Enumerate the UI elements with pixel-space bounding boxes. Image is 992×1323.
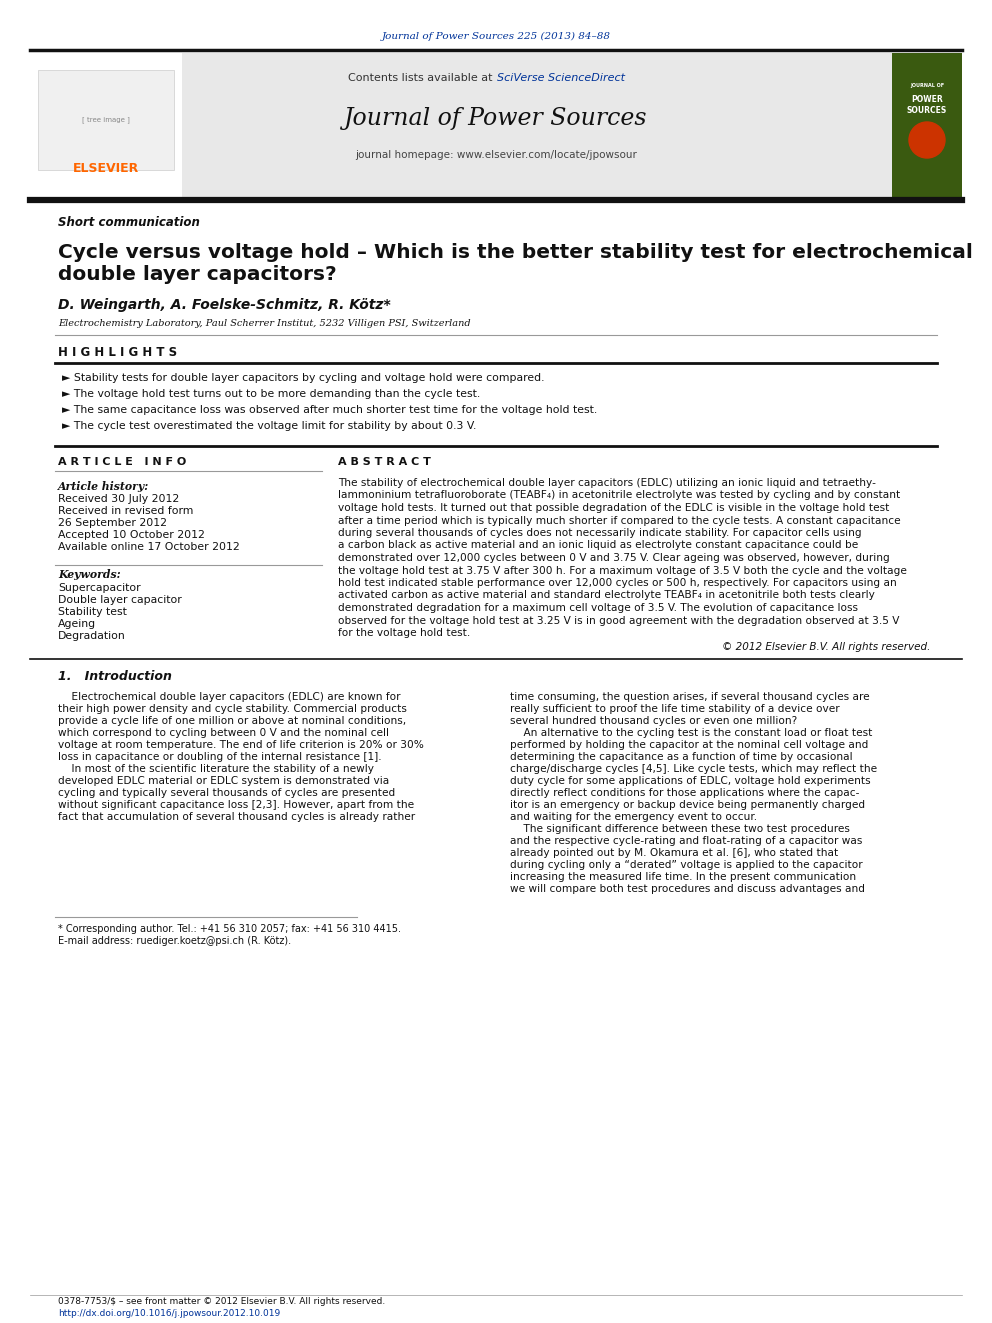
Text: H I G H L I G H T S: H I G H L I G H T S xyxy=(58,347,178,360)
Text: Double layer capacitor: Double layer capacitor xyxy=(58,595,182,605)
Text: increasing the measured life time. In the present communication: increasing the measured life time. In th… xyxy=(510,872,856,882)
Text: loss in capacitance or doubling of the internal resistance [1].: loss in capacitance or doubling of the i… xyxy=(58,753,382,762)
Text: ► The same capacitance loss was observed after much shorter test time for the vo: ► The same capacitance loss was observed… xyxy=(62,405,597,415)
Text: fact that accumulation of several thousand cycles is already rather: fact that accumulation of several thousa… xyxy=(58,812,415,823)
Text: The stability of electrochemical double layer capacitors (EDLC) utilizing an ion: The stability of electrochemical double … xyxy=(338,478,876,488)
Text: during cycling only a “derated” voltage is applied to the capacitor: during cycling only a “derated” voltage … xyxy=(510,860,863,871)
Text: [ tree image ]: [ tree image ] xyxy=(82,116,130,123)
Text: An alternative to the cycling test is the constant load or float test: An alternative to the cycling test is th… xyxy=(510,729,872,738)
Text: SciVerse ScienceDirect: SciVerse ScienceDirect xyxy=(497,73,625,83)
Text: Cycle versus voltage hold – Which is the better stability test for electrochemic: Cycle versus voltage hold – Which is the… xyxy=(58,242,973,262)
Text: Journal of Power Sources 225 (2013) 84–88: Journal of Power Sources 225 (2013) 84–8… xyxy=(382,32,610,41)
Text: for the voltage hold test.: for the voltage hold test. xyxy=(338,628,470,638)
Circle shape xyxy=(909,122,945,157)
Text: itor is an emergency or backup device being permanently charged: itor is an emergency or backup device be… xyxy=(510,800,865,811)
Text: E-mail address: ruediger.koetz@psi.ch (R. Kötz).: E-mail address: ruediger.koetz@psi.ch (R… xyxy=(58,937,291,946)
Text: their high power density and cycle stability. Commercial products: their high power density and cycle stabi… xyxy=(58,705,407,714)
Text: ► The voltage hold test turns out to be more demanding than the cycle test.: ► The voltage hold test turns out to be … xyxy=(62,389,480,400)
Text: activated carbon as active material and standard electrolyte TEABF₄ in acetonitr: activated carbon as active material and … xyxy=(338,590,875,601)
Bar xyxy=(892,53,962,198)
Text: Journal of Power Sources: Journal of Power Sources xyxy=(344,106,648,130)
Text: we will compare both test procedures and discuss advantages and: we will compare both test procedures and… xyxy=(510,885,865,894)
Text: double layer capacitors?: double layer capacitors? xyxy=(58,266,336,284)
Text: ► The cycle test overestimated the voltage limit for stability by about 0.3 V.: ► The cycle test overestimated the volta… xyxy=(62,421,476,431)
Text: ► Stability tests for double layer capacitors by cycling and voltage hold were c: ► Stability tests for double layer capac… xyxy=(62,373,545,382)
Text: POWER
SOURCES: POWER SOURCES xyxy=(907,95,947,115)
Text: determining the capacitance as a function of time by occasional: determining the capacitance as a functio… xyxy=(510,753,853,762)
Text: demonstrated degradation for a maximum cell voltage of 3.5 V. The evolution of c: demonstrated degradation for a maximum c… xyxy=(338,603,858,613)
Text: without significant capacitance loss [2,3]. However, apart from the: without significant capacitance loss [2,… xyxy=(58,800,414,811)
Text: JOURNAL OF: JOURNAL OF xyxy=(910,82,944,87)
Text: Article history:: Article history: xyxy=(58,480,149,492)
Text: A R T I C L E   I N F O: A R T I C L E I N F O xyxy=(58,456,186,467)
Text: Supercapacitor: Supercapacitor xyxy=(58,583,141,593)
Text: 0378-7753/$ – see front matter © 2012 Elsevier B.V. All rights reserved.: 0378-7753/$ – see front matter © 2012 El… xyxy=(58,1298,385,1307)
Text: A B S T R A C T: A B S T R A C T xyxy=(338,456,431,467)
Text: which correspond to cycling between 0 V and the nominal cell: which correspond to cycling between 0 V … xyxy=(58,729,389,738)
Text: In most of the scientific literature the stability of a newly: In most of the scientific literature the… xyxy=(58,765,374,774)
Text: Keywords:: Keywords: xyxy=(58,569,121,581)
Text: Received 30 July 2012: Received 30 July 2012 xyxy=(58,493,180,504)
Text: hold test indicated stable performance over 12,000 cycles or 500 h, respectively: hold test indicated stable performance o… xyxy=(338,578,897,587)
Text: The significant difference between these two test procedures: The significant difference between these… xyxy=(510,824,850,835)
Text: charge/discharge cycles [4,5]. Like cycle tests, which may reflect the: charge/discharge cycles [4,5]. Like cycl… xyxy=(510,765,877,774)
Text: Short communication: Short communication xyxy=(58,216,199,229)
Text: during several thousands of cycles does not necessarily indicate stability. For : during several thousands of cycles does … xyxy=(338,528,862,538)
Text: voltage hold tests. It turned out that possible degradation of the EDLC is visib: voltage hold tests. It turned out that p… xyxy=(338,503,890,513)
Text: the voltage hold test at 3.75 V after 300 h. For a maximum voltage of 3.5 V both: the voltage hold test at 3.75 V after 30… xyxy=(338,565,907,576)
Text: and waiting for the emergency event to occur.: and waiting for the emergency event to o… xyxy=(510,812,757,823)
Text: ELSEVIER: ELSEVIER xyxy=(72,161,139,175)
Text: really sufficient to proof the life time stability of a device over: really sufficient to proof the life time… xyxy=(510,705,839,714)
Text: performed by holding the capacitor at the nominal cell voltage and: performed by holding the capacitor at th… xyxy=(510,741,868,750)
Text: Contents lists available at: Contents lists available at xyxy=(348,73,496,83)
Text: Electrochemical double layer capacitors (EDLC) are known for: Electrochemical double layer capacitors … xyxy=(58,692,401,703)
Text: a carbon black as active material and an ionic liquid as electrolyte constant ca: a carbon black as active material and an… xyxy=(338,541,858,550)
Text: voltage at room temperature. The end of life criterion is 20% or 30%: voltage at room temperature. The end of … xyxy=(58,741,424,750)
Text: 1.   Introduction: 1. Introduction xyxy=(58,669,172,683)
Text: observed for the voltage hold test at 3.25 V is in good agreement with the degra: observed for the voltage hold test at 3.… xyxy=(338,615,900,626)
Text: Available online 17 October 2012: Available online 17 October 2012 xyxy=(58,542,240,552)
Text: © 2012 Elsevier B.V. All rights reserved.: © 2012 Elsevier B.V. All rights reserved… xyxy=(721,642,930,651)
Text: Degradation: Degradation xyxy=(58,631,126,642)
Text: journal homepage: www.elsevier.com/locate/jpowsour: journal homepage: www.elsevier.com/locat… xyxy=(355,149,637,160)
Text: Electrochemistry Laboratory, Paul Scherrer Institut, 5232 Villigen PSI, Switzerl: Electrochemistry Laboratory, Paul Scherr… xyxy=(58,319,470,328)
Text: Stability test: Stability test xyxy=(58,607,127,617)
Text: Accepted 10 October 2012: Accepted 10 October 2012 xyxy=(58,531,205,540)
Bar xyxy=(38,70,174,169)
Bar xyxy=(30,53,962,198)
Bar xyxy=(30,53,182,198)
Text: after a time period which is typically much shorter if compared to the cycle tes: after a time period which is typically m… xyxy=(338,516,901,525)
Text: already pointed out by M. Okamura et al. [6], who stated that: already pointed out by M. Okamura et al.… xyxy=(510,848,838,859)
Text: * Corresponding author. Tel.: +41 56 310 2057; fax: +41 56 310 4415.: * Corresponding author. Tel.: +41 56 310… xyxy=(58,925,401,934)
Text: lammoninium tetrafluoroborate (TEABF₄) in acetonitrile electrolyte was tested by: lammoninium tetrafluoroborate (TEABF₄) i… xyxy=(338,491,901,500)
Text: D. Weingarth, A. Foelske-Schmitz, R. Kötz*: D. Weingarth, A. Foelske-Schmitz, R. Köt… xyxy=(58,298,391,312)
Text: Received in revised form: Received in revised form xyxy=(58,505,193,516)
Text: several hundred thousand cycles or even one million?: several hundred thousand cycles or even … xyxy=(510,717,798,726)
Text: provide a cycle life of one million or above at nominal conditions,: provide a cycle life of one million or a… xyxy=(58,717,406,726)
Text: cycling and typically several thousands of cycles are presented: cycling and typically several thousands … xyxy=(58,789,395,799)
Text: directly reflect conditions for those applications where the capac-: directly reflect conditions for those ap… xyxy=(510,789,859,799)
Text: demonstrated over 12,000 cycles between 0 V and 3.75 V. Clear ageing was observe: demonstrated over 12,000 cycles between … xyxy=(338,553,890,564)
Text: 26 September 2012: 26 September 2012 xyxy=(58,519,167,528)
Text: developed EDLC material or EDLC system is demonstrated via: developed EDLC material or EDLC system i… xyxy=(58,777,389,786)
Text: duty cycle for some applications of EDLC, voltage hold experiments: duty cycle for some applications of EDLC… xyxy=(510,777,871,786)
Text: and the respective cycle-rating and float-rating of a capacitor was: and the respective cycle-rating and floa… xyxy=(510,836,862,847)
Text: time consuming, the question arises, if several thousand cycles are: time consuming, the question arises, if … xyxy=(510,692,870,703)
Text: http://dx.doi.org/10.1016/j.jpowsour.2012.10.019: http://dx.doi.org/10.1016/j.jpowsour.201… xyxy=(58,1308,281,1318)
Text: Ageing: Ageing xyxy=(58,619,96,628)
